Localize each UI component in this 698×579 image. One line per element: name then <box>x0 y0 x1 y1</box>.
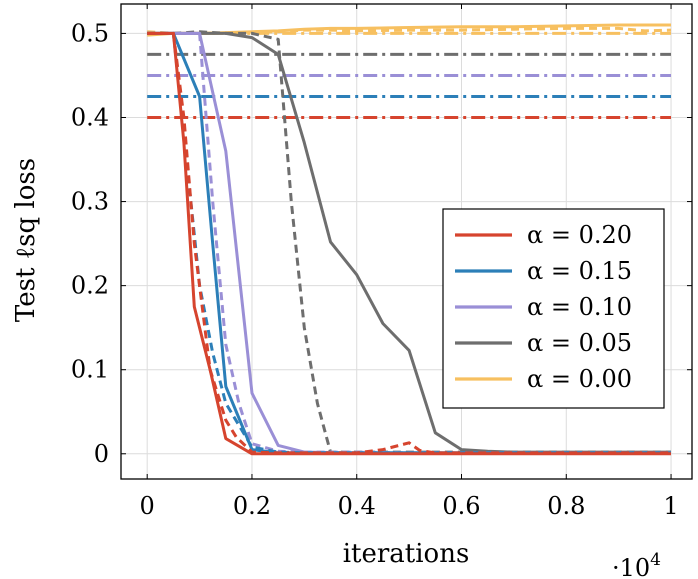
series-line--0-05-dashed <box>147 30 671 454</box>
x-tick-label: 0.8 <box>547 492 585 520</box>
ticks-group: 0 0.2 0.4 0.6 0.8 1 0 0.1 0.2 0.3 0.4 0.5 <box>71 4 692 520</box>
legend-label: α = 0.15 <box>527 257 632 285</box>
x-axis-label: iterations <box>343 539 470 569</box>
plot-frame <box>120 3 693 480</box>
y-tick-label: 0.3 <box>71 188 109 216</box>
legend-label: α = 0.10 <box>527 293 632 321</box>
y-tick-label: 0.4 <box>71 103 109 131</box>
legend-label: α = 0.20 <box>527 221 632 249</box>
y-tick-label: 0.2 <box>71 272 109 300</box>
legend-label: α = 0.05 <box>527 329 632 357</box>
x-multiplier-base: ·10 <box>612 554 650 579</box>
y-tick-label: 0.5 <box>71 19 109 47</box>
x-tick-label: 0.2 <box>233 492 271 520</box>
y-tick-label: 0 <box>94 440 109 468</box>
x-tick-label: 0.4 <box>338 492 376 520</box>
x-tick-label: 0.6 <box>442 492 480 520</box>
x-tick-label: 0 <box>140 492 155 520</box>
y-axis-label: Test ℓsq loss <box>11 158 41 322</box>
x-multiplier-exp: 4 <box>650 550 661 570</box>
y-tick-label: 0.1 <box>71 356 109 384</box>
x-axis-multiplier: ·104 <box>612 550 661 579</box>
x-tick-label: 1 <box>663 492 678 520</box>
legend: α = 0.20 α = 0.15 α = 0.10 α = 0.05 α = 0.00 <box>442 208 665 409</box>
series-group <box>147 23 672 456</box>
legend-label: α = 0.00 <box>527 365 632 393</box>
series-line--0-20-dashed <box>147 31 671 455</box>
